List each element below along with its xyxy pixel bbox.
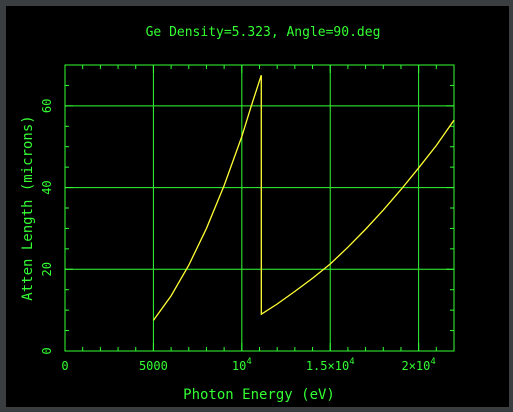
y-tick-label: 20 <box>40 262 54 276</box>
x-tick-label: 0 <box>61 359 68 373</box>
attenuation-curve <box>152 75 455 321</box>
x-tick-label: 1.5×104 <box>306 357 355 373</box>
y-axis-tick-labels: 0 20 40 60 <box>40 99 54 355</box>
y-tick-label: 0 <box>40 347 54 354</box>
x-tick-label: 5000 <box>139 359 168 373</box>
y-axis-label: Atten Length (microns) <box>20 115 36 300</box>
attenuation-chart: Ge Density=5.323, Angle=90.deg 0 5000 104 1… <box>20 25 455 403</box>
y-tick-label: 40 <box>40 180 54 194</box>
plot-panel: Ge Density=5.323, Angle=90.deg 0 5000 104 1… <box>6 6 509 407</box>
grid-lines <box>65 65 454 351</box>
y-tick-label: 60 <box>40 99 54 113</box>
plot-area-border <box>64 64 455 352</box>
x-tick-label: 104 <box>232 357 252 373</box>
x-axis-tick-labels: 0 5000 104 1.5×104 2×104 <box>61 357 435 373</box>
chart-title: Ge Density=5.323, Angle=90.deg <box>146 25 381 40</box>
axis-ticks <box>65 65 454 351</box>
x-axis-label: Photon Energy (eV) <box>183 387 335 403</box>
x-tick-label: 2×104 <box>401 357 435 373</box>
